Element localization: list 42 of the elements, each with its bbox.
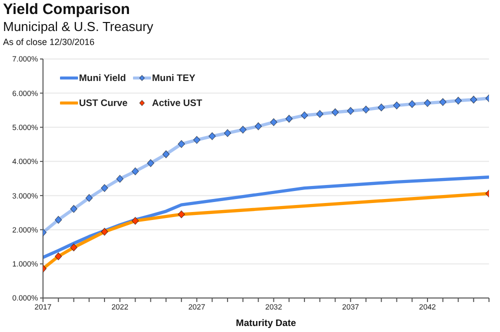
point	[70, 204, 78, 213]
point	[86, 194, 93, 202]
point	[454, 96, 462, 105]
legend-label: Muni Yield	[79, 72, 126, 84]
point	[70, 244, 78, 252]
chart-subtitle: Municipal & U.S. Treasury	[3, 19, 154, 35]
point	[270, 118, 278, 126]
line-series	[43, 176, 489, 259]
point	[54, 216, 62, 224]
point	[408, 100, 416, 108]
point	[162, 150, 170, 158]
legend-label: UST Curve	[79, 98, 128, 108]
point	[100, 184, 108, 192]
point	[285, 114, 293, 123]
point	[393, 102, 400, 110]
point	[208, 132, 216, 140]
point	[254, 122, 262, 130]
point	[470, 96, 478, 104]
point	[193, 136, 200, 144]
point	[132, 167, 139, 176]
point	[224, 129, 232, 138]
point	[439, 98, 446, 106]
point	[178, 210, 186, 218]
point	[332, 108, 339, 116]
point	[147, 159, 154, 168]
x-axis-title: Maturity Date	[236, 318, 296, 329]
chart-title: Yield Comparison	[3, 1, 130, 19]
point	[116, 174, 124, 183]
point	[300, 111, 308, 120]
point	[316, 110, 324, 118]
point	[362, 106, 370, 114]
legend-label: Active UST	[152, 98, 202, 108]
point	[346, 106, 354, 115]
point	[378, 104, 385, 112]
point	[100, 228, 108, 236]
point	[424, 99, 432, 107]
point	[132, 216, 139, 225]
text: As of close 12/30/2016	[3, 37, 95, 48]
point	[239, 126, 247, 134]
legend-label: Muni TEY	[152, 72, 196, 84]
point	[178, 140, 186, 148]
point	[54, 252, 62, 260]
